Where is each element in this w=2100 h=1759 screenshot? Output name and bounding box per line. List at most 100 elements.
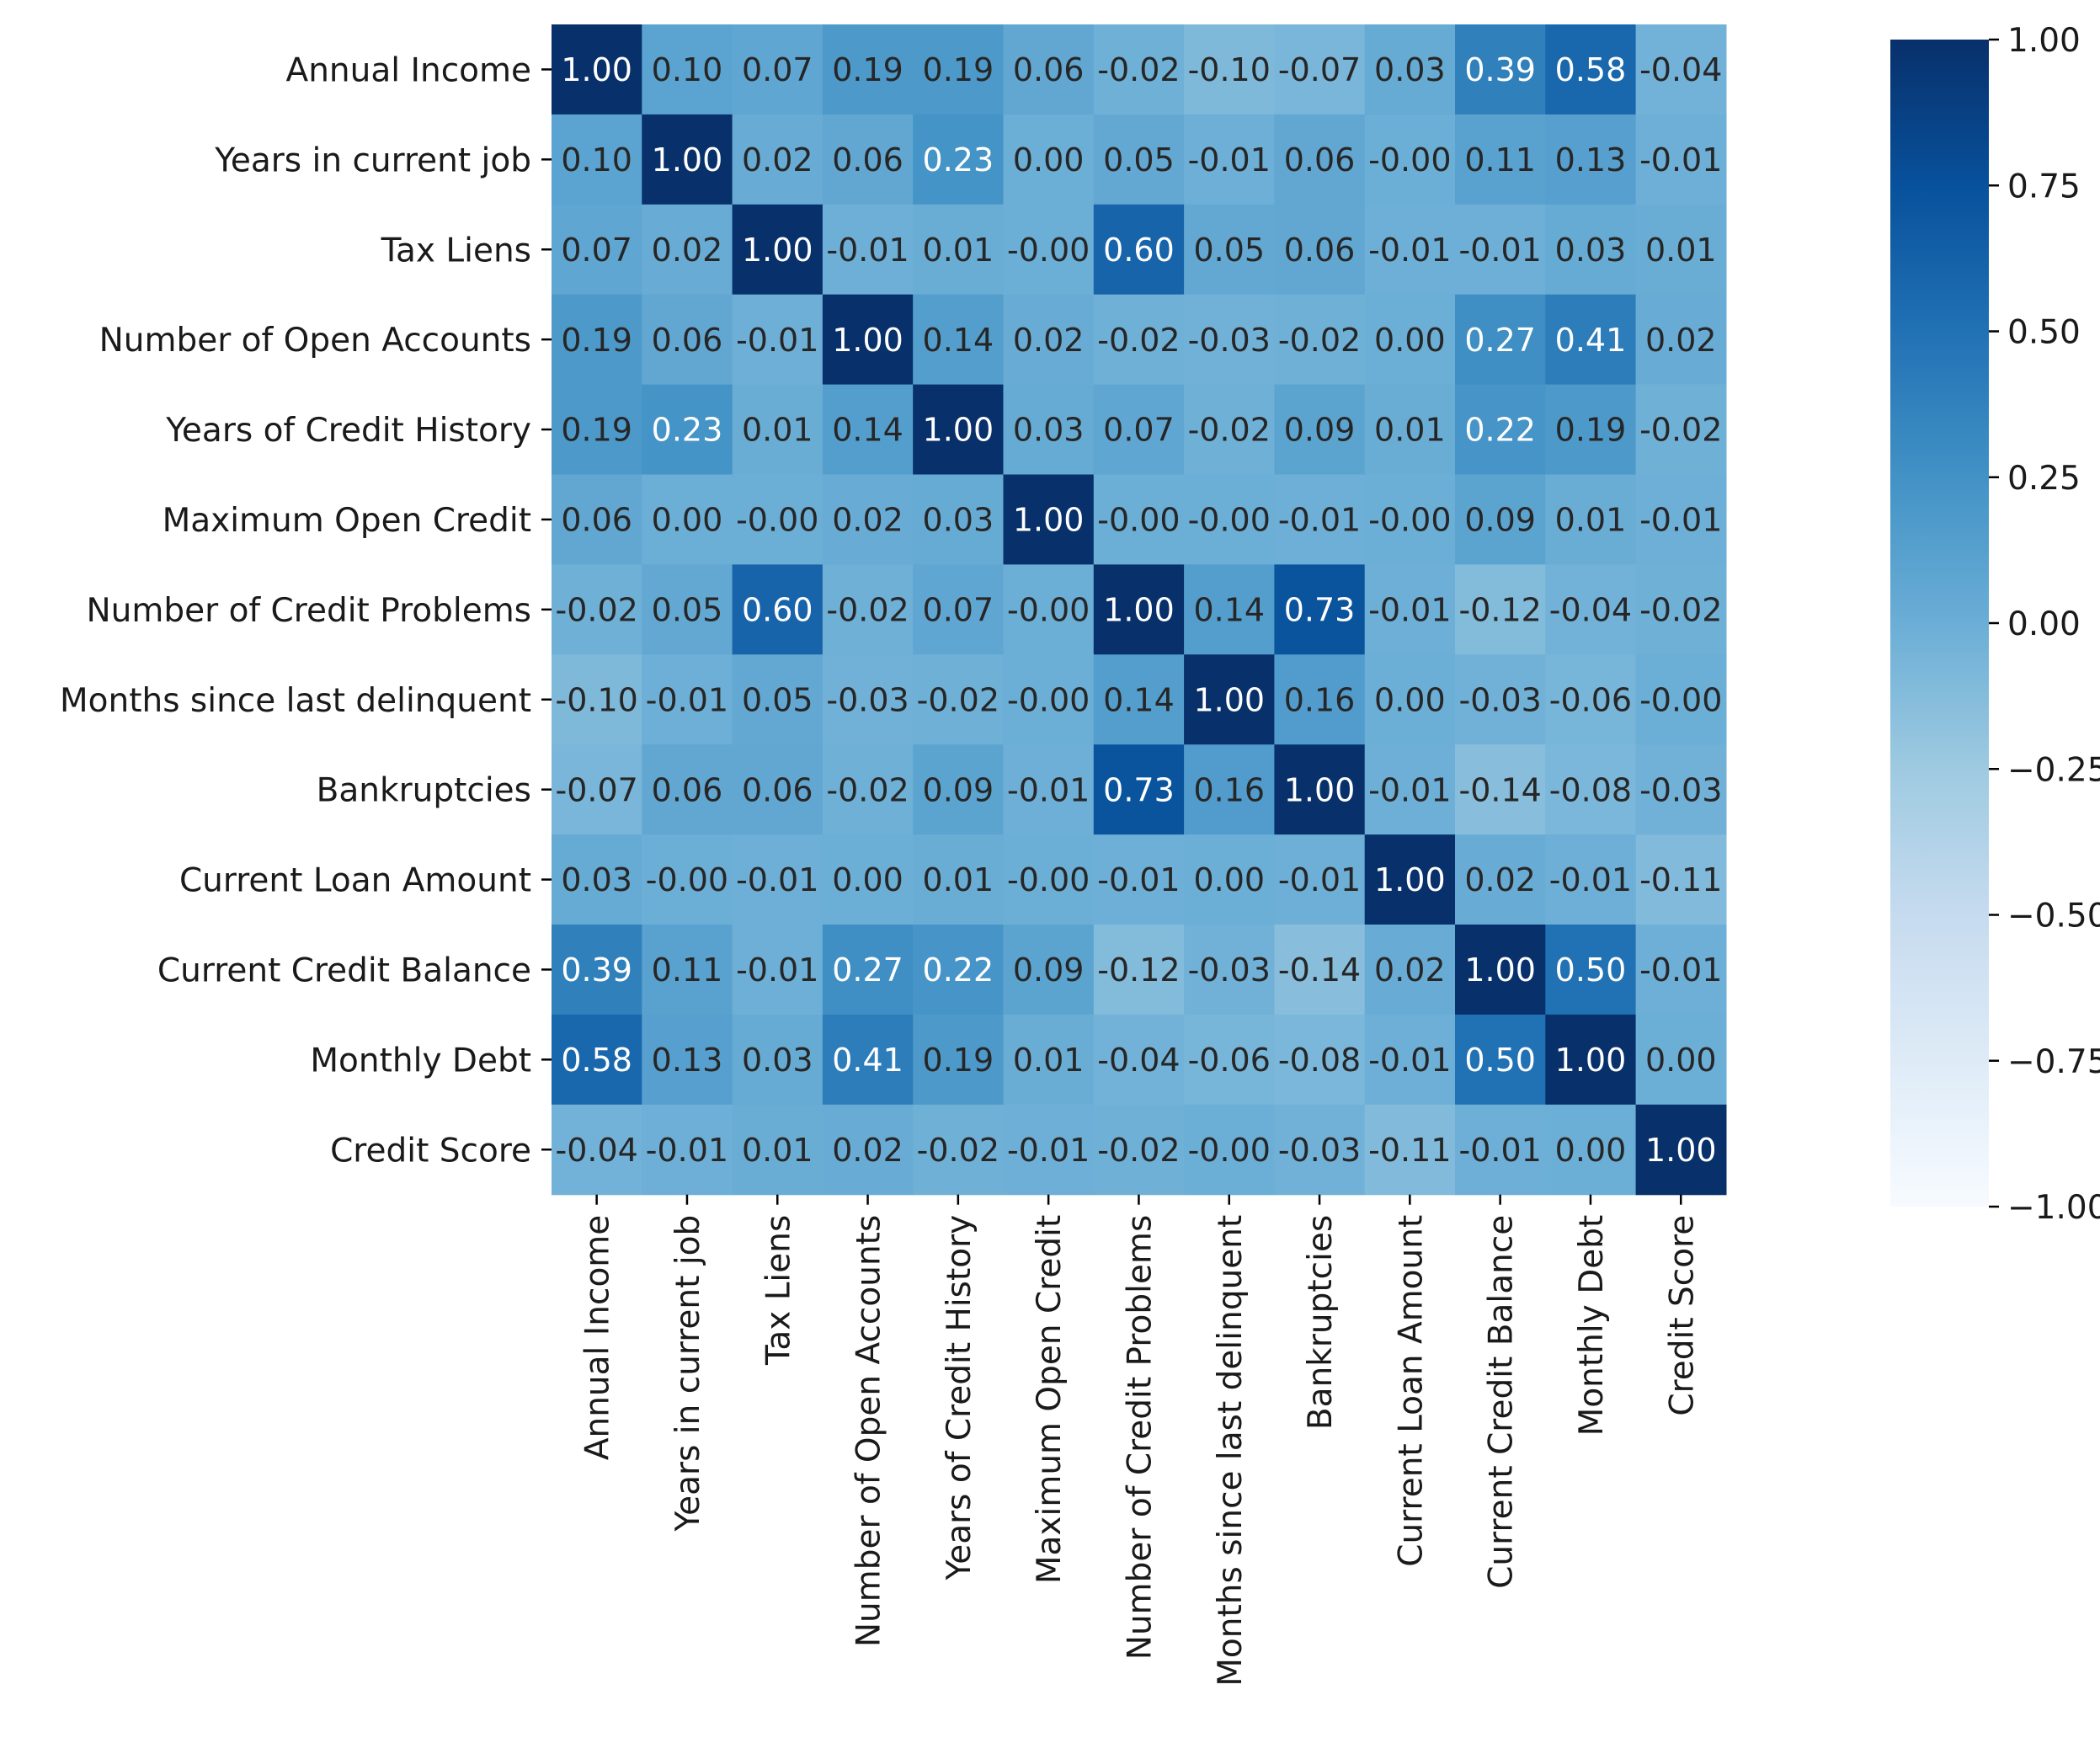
heatmap-cell [642, 204, 733, 296]
heatmap-cell [642, 114, 733, 205]
heatmap-cell [1545, 834, 1637, 925]
heatmap-cell [732, 474, 823, 565]
heatmap-cell [1455, 654, 1546, 745]
cell-value-label: 0.07 [1103, 412, 1175, 449]
cell-value-label: 0.00 [1374, 322, 1446, 359]
cell-value-label: -0.00 [1368, 502, 1451, 539]
cell-value-label: -0.01 [1278, 861, 1361, 898]
cell-value-label: -0.01 [826, 232, 909, 269]
heatmap-cell [732, 564, 823, 655]
heatmap-cell [732, 384, 823, 476]
heatmap-cell [1274, 294, 1366, 386]
heatmap-cell [1274, 925, 1366, 1015]
heatmap-cell [1635, 474, 1727, 565]
heatmap-cell [642, 384, 733, 476]
y-tick-label: Number of Open Accounts [99, 322, 531, 360]
cell-value-label: 1.00 [1464, 951, 1536, 989]
heatmap-cell [1635, 24, 1727, 115]
cell-value-label: -0.04 [555, 1132, 637, 1169]
heatmap-cell [1003, 1104, 1095, 1196]
heatmap-cell [552, 474, 642, 565]
cell-value-label: -0.02 [1639, 592, 1722, 629]
heatmap-cell [1093, 114, 1185, 205]
heatmap-cell [552, 925, 642, 1015]
cell-value-label: 0.00 [1193, 861, 1265, 898]
heatmap-cell [1003, 654, 1095, 745]
cell-value-label: 0.16 [1193, 771, 1265, 808]
cell-value-label: 1.00 [1013, 502, 1085, 539]
heatmap-cell [1184, 384, 1275, 476]
cell-value-label: -0.01 [1368, 232, 1451, 269]
heatmap-cell [1364, 564, 1456, 655]
cell-value-label: -0.01 [1549, 861, 1632, 898]
heatmap-cell [1003, 564, 1095, 655]
heatmap-cell [1545, 1104, 1637, 1196]
heatmap-cell [913, 654, 1005, 745]
heatmap-cell [1364, 204, 1456, 296]
y-axis: Annual Income Years in current job Tax Lie… [60, 51, 552, 1170]
heatmap-cell [642, 1104, 733, 1196]
x-tick-label: Monthly Debt [1573, 1215, 1611, 1437]
colorbar-tick-label: 0.25 [2007, 460, 2081, 498]
x-tick-label: Bankruptcies [1302, 1215, 1340, 1430]
heatmap-cell [1545, 654, 1637, 745]
colorbar: 1.00 0.75 0.50 0.25 0.00 −0.25 −0.50 −0.75 −1.00 [1890, 22, 2100, 1227]
cell-value-label: -0.03 [826, 681, 909, 718]
heatmap-cell [822, 384, 914, 476]
cell-value-label: 1.00 [1555, 1042, 1627, 1079]
cell-value-label: -0.01 [1368, 1042, 1451, 1079]
cell-value-label: 1.00 [1374, 861, 1446, 898]
cell-value-label: 0.39 [1464, 51, 1536, 88]
cell-value-label: -0.01 [1007, 771, 1090, 808]
cell-value-label: 0.10 [561, 141, 632, 179]
y-tick-label: Current Loan Amount [179, 862, 531, 900]
heatmap-cell [1003, 1014, 1095, 1106]
cell-value-label: -0.01 [1639, 951, 1722, 989]
cell-value-label: -0.14 [1458, 771, 1541, 808]
heatmap-cell [1093, 564, 1185, 655]
cell-value-label: -0.00 [646, 861, 728, 898]
heatmap-cell [1635, 114, 1727, 205]
heatmap-cell [1274, 204, 1366, 296]
heatmap-cell [822, 654, 914, 745]
cell-value-label: 0.06 [561, 502, 632, 539]
colorbar-tick-label: 0.75 [2007, 168, 2081, 205]
cell-value-label: 0.50 [1464, 1042, 1536, 1079]
heatmap-cell [913, 24, 1005, 115]
colorbar-tick-label: 0.50 [2007, 314, 2081, 352]
cell-value-label: -0.01 [1368, 592, 1451, 629]
heatmap-cell [1635, 564, 1727, 655]
cell-value-label: -0.02 [555, 592, 637, 629]
cell-value-label: -0.00 [1639, 681, 1722, 718]
cell-value-label: -0.07 [1278, 51, 1361, 88]
cell-value-label: -0.12 [1097, 951, 1180, 989]
heatmap-cell [1274, 744, 1366, 835]
x-tick-label: Years of Credit History [941, 1215, 978, 1581]
y-tick-label: Current Credit Balance [157, 951, 531, 989]
heatmap-cell [1093, 294, 1185, 386]
heatmap-cell [642, 925, 733, 1015]
cell-value-label: 0.50 [1555, 951, 1627, 989]
cell-value-label: 0.06 [1284, 232, 1356, 269]
heatmap-cell [1003, 294, 1095, 386]
colorbar-tick-label: 0.00 [2007, 605, 2081, 643]
heatmap-cell [1635, 384, 1727, 476]
cell-value-label: -0.03 [1188, 322, 1271, 359]
heatmap-cell [822, 24, 914, 115]
heatmap-cell [1455, 1014, 1546, 1106]
heatmap-cell [1364, 654, 1456, 745]
cell-value-label: -0.02 [917, 681, 999, 718]
heatmap-cell [552, 204, 642, 296]
heatmap-cell [1003, 744, 1095, 835]
heatmap-cell [822, 1014, 914, 1106]
heatmap-cell [1545, 204, 1637, 296]
cell-value-label: 0.19 [923, 1042, 994, 1079]
heatmap-cell [1635, 1014, 1727, 1106]
cell-value-label: 0.19 [1555, 412, 1627, 449]
heatmap-cell [822, 114, 914, 205]
heatmap-cell [1635, 654, 1727, 745]
cell-value-label: 0.41 [1555, 322, 1627, 359]
cell-value-label: 0.02 [652, 232, 723, 269]
cell-value-label: -0.00 [1188, 1132, 1271, 1169]
